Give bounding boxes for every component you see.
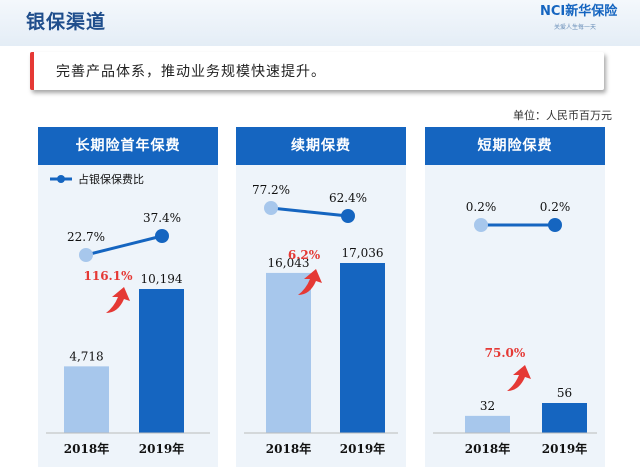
bar-value-label: 4,718 bbox=[69, 349, 103, 363]
x-tick-label: 2018年 bbox=[465, 441, 510, 456]
ratio-label: 62.4% bbox=[329, 191, 367, 205]
bar-1 bbox=[340, 263, 385, 433]
unit-label: 单位：人民币百万元 bbox=[513, 109, 612, 122]
growth-label: 6.2% bbox=[288, 248, 321, 262]
growth-arrow-icon bbox=[298, 269, 322, 295]
ratio-point-1 bbox=[341, 209, 355, 223]
ratio-line bbox=[270, 206, 349, 218]
bar-value-label: 10,194 bbox=[141, 272, 183, 286]
ratio-label: 22.7% bbox=[67, 230, 105, 244]
page-title: 银保渠道 bbox=[26, 11, 107, 33]
ratio-label: 0.2% bbox=[540, 200, 571, 214]
bar-1 bbox=[542, 403, 587, 433]
summary-text: 完善产品体系，推动业务规模快速提升。 bbox=[56, 64, 326, 80]
bar-value-label: 17,036 bbox=[342, 246, 384, 260]
legend-marker bbox=[57, 175, 65, 183]
ratio-point-1 bbox=[155, 229, 169, 243]
legend-label: 占银保保费比 bbox=[78, 172, 144, 186]
ratio-point-0 bbox=[79, 248, 93, 262]
panel-title: 续期保费 bbox=[236, 127, 406, 165]
bar-0 bbox=[465, 415, 510, 433]
x-tick-label: 2018年 bbox=[64, 441, 109, 456]
growth-label: 116.1% bbox=[84, 269, 134, 283]
panel-short-term: 短期险保费 32 2018年 56 2019年 0.2% 0.2% 75.0% bbox=[425, 127, 605, 467]
x-tick-label: 2019年 bbox=[542, 441, 587, 456]
x-tick-label: 2019年 bbox=[139, 441, 184, 456]
ratio-label: 77.2% bbox=[252, 183, 290, 197]
summary-banner: 完善产品体系，推动业务规模快速提升。 bbox=[30, 52, 604, 90]
growth-arrow-icon bbox=[106, 287, 130, 313]
x-tick-label: 2019年 bbox=[340, 441, 385, 456]
bar-0 bbox=[266, 272, 311, 433]
ratio-line bbox=[85, 234, 163, 257]
ratio-point-0 bbox=[474, 218, 488, 232]
company-logo: NCI新华保险 bbox=[540, 4, 618, 19]
x-tick-label: 2018年 bbox=[266, 441, 311, 456]
bar-1 bbox=[139, 289, 184, 433]
bar-value-label: 32 bbox=[480, 399, 495, 413]
chart-short-term: 32 2018年 56 2019年 0.2% 0.2% 75.0% bbox=[433, 200, 597, 456]
chart-long-term-first-year: 4,718 2018年 10,194 2019年 22.7% 37.4% 116.1% 占银保… bbox=[46, 172, 210, 456]
ratio-point-1 bbox=[548, 218, 562, 232]
logo-slogan: 关爱人生每一天 bbox=[554, 24, 597, 31]
growth-label: 75.0% bbox=[485, 346, 526, 360]
bar-value-label: 16,043 bbox=[268, 256, 310, 270]
growth-arrow-icon bbox=[507, 365, 531, 391]
ratio-point-0 bbox=[264, 201, 278, 215]
ratio-label: 0.2% bbox=[466, 200, 497, 214]
panel-renewal: 续期保费 16,043 2018年 17,036 2019年 77.2% 62.4% 6.2… bbox=[236, 127, 406, 467]
bar-value-label: 56 bbox=[557, 386, 572, 400]
header-bar: 银保渠道 NCI新华保险 关爱人生每一天 bbox=[0, 0, 640, 46]
panel-title: 短期险保费 bbox=[425, 127, 605, 165]
panel-title: 长期险首年保费 bbox=[38, 127, 218, 165]
ratio-label: 37.4% bbox=[143, 211, 181, 225]
panel-long-term-first-year: 长期险首年保费 4,718 2018年 10,194 2019年 22.7% 37.4% 1… bbox=[38, 127, 218, 467]
chart-renewal: 16,043 2018年 17,036 2019年 77.2% 62.4% 6.2% bbox=[244, 183, 398, 456]
bar-0 bbox=[64, 366, 109, 433]
